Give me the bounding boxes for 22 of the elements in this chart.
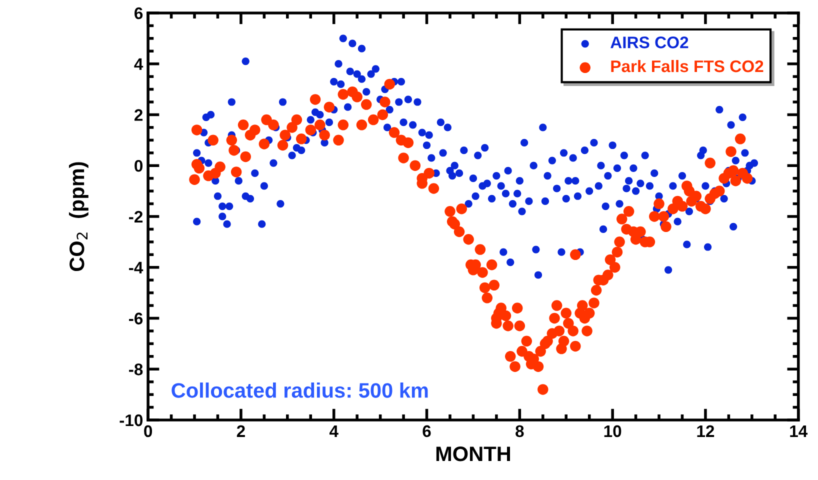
y-tick-label: -6 xyxy=(129,312,143,324)
y-tick-label: 0 xyxy=(134,160,143,172)
annotation: Collocated radius: 500 km xyxy=(172,382,428,398)
y-tick-label: 6 xyxy=(134,7,143,20)
legend-label: AIRS CO2 xyxy=(610,36,688,48)
x-tick-label: 4 xyxy=(329,425,338,437)
legend-label: Park Falls FTS CO2 xyxy=(611,60,764,72)
x-tick-label: 2 xyxy=(236,425,245,437)
y-tick-label: -10 xyxy=(120,414,143,426)
y-tick-label: 2 xyxy=(134,109,143,121)
y-tick-label: 4 xyxy=(134,58,144,70)
x-tick-label: 14 xyxy=(790,425,808,437)
x-tick-label: 8 xyxy=(516,425,524,438)
x-tick-label: 12 xyxy=(697,425,714,437)
x-tick-label: 6 xyxy=(422,425,431,438)
x-tick-label: 10 xyxy=(604,425,622,438)
y-axis-title: CO$_{2}$ (ppm) xyxy=(68,162,88,272)
y-tick-label: -8 xyxy=(129,364,143,376)
x-axis-title: MONTH xyxy=(436,446,510,462)
x-tick-label: 0 xyxy=(144,425,152,438)
y-tick-label: -2 xyxy=(129,210,143,223)
y-tick-label: -4 xyxy=(129,262,144,274)
